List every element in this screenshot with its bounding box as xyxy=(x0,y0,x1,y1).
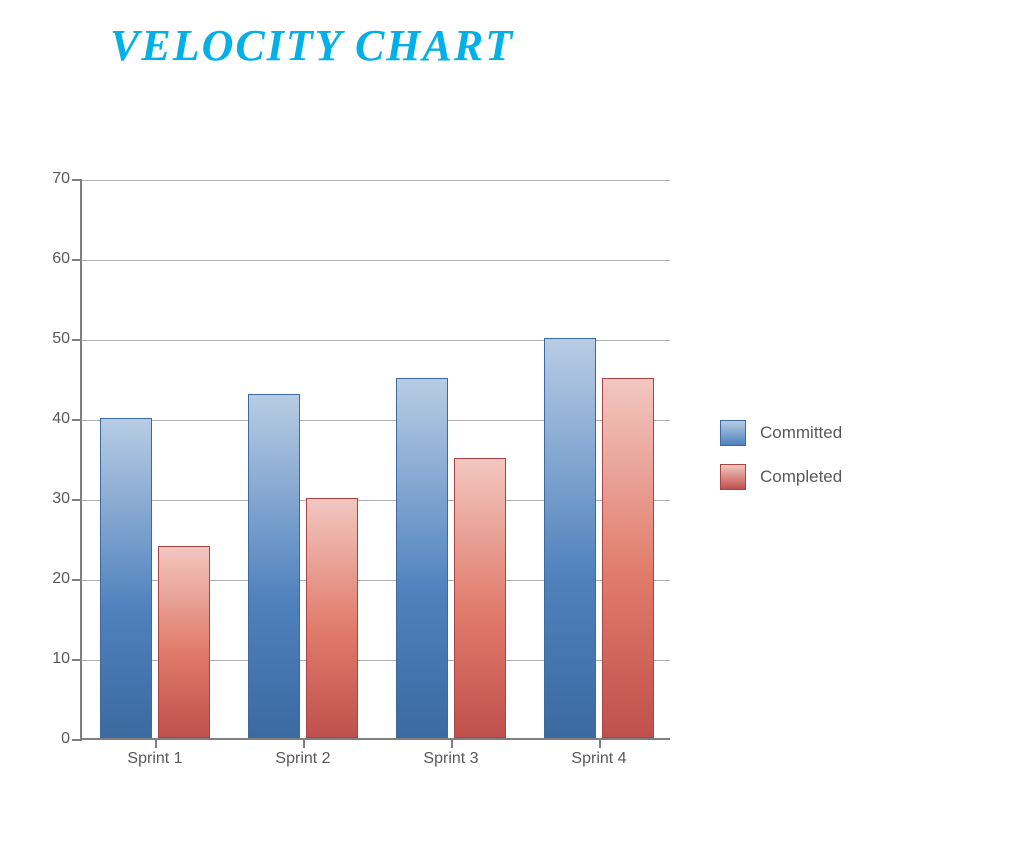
gridline xyxy=(82,260,670,261)
x-axis-label: Sprint 4 xyxy=(539,750,659,768)
x-axis-label: Sprint 1 xyxy=(95,750,215,768)
x-tick xyxy=(599,738,601,748)
x-tick xyxy=(303,738,305,748)
bar-completed xyxy=(602,378,654,738)
y-tick xyxy=(72,339,82,341)
y-tick xyxy=(72,579,82,581)
bar-committed xyxy=(100,418,152,738)
legend-swatch-red xyxy=(720,464,746,490)
x-tick xyxy=(451,738,453,748)
bar-committed xyxy=(248,394,300,738)
x-axis-label: Sprint 2 xyxy=(243,750,363,768)
y-tick xyxy=(72,499,82,501)
y-axis-label: 50 xyxy=(10,330,70,348)
y-axis-label: 20 xyxy=(10,570,70,588)
legend-item-completed: Completed xyxy=(720,464,842,490)
chart-title: VELOCITY CHART xyxy=(110,20,514,71)
bar-completed xyxy=(306,498,358,738)
legend-swatch-blue xyxy=(720,420,746,446)
legend-label: Completed xyxy=(760,467,842,487)
y-axis-label: 70 xyxy=(10,170,70,188)
bar-committed xyxy=(396,378,448,738)
y-axis-label: 60 xyxy=(10,250,70,268)
y-tick xyxy=(72,179,82,181)
y-axis-label: 0 xyxy=(10,730,70,748)
x-tick xyxy=(155,738,157,748)
y-axis-label: 10 xyxy=(10,650,70,668)
y-axis-label: 30 xyxy=(10,490,70,508)
y-tick xyxy=(72,419,82,421)
legend-item-committed: Committed xyxy=(720,420,842,446)
page: VELOCITY CHART 010203040506070Sprint 1Sp… xyxy=(0,0,1024,852)
y-tick xyxy=(72,659,82,661)
legend-label: Committed xyxy=(760,423,842,443)
plot-area: 010203040506070Sprint 1Sprint 2Sprint 3S… xyxy=(80,180,670,740)
legend: Committed Completed xyxy=(720,420,842,508)
y-axis-label: 40 xyxy=(10,410,70,428)
x-axis-label: Sprint 3 xyxy=(391,750,511,768)
bar-completed xyxy=(454,458,506,738)
gridline xyxy=(82,180,670,181)
bar-completed xyxy=(158,546,210,738)
bar-committed xyxy=(544,338,596,738)
y-tick xyxy=(72,739,82,741)
y-tick xyxy=(72,259,82,261)
